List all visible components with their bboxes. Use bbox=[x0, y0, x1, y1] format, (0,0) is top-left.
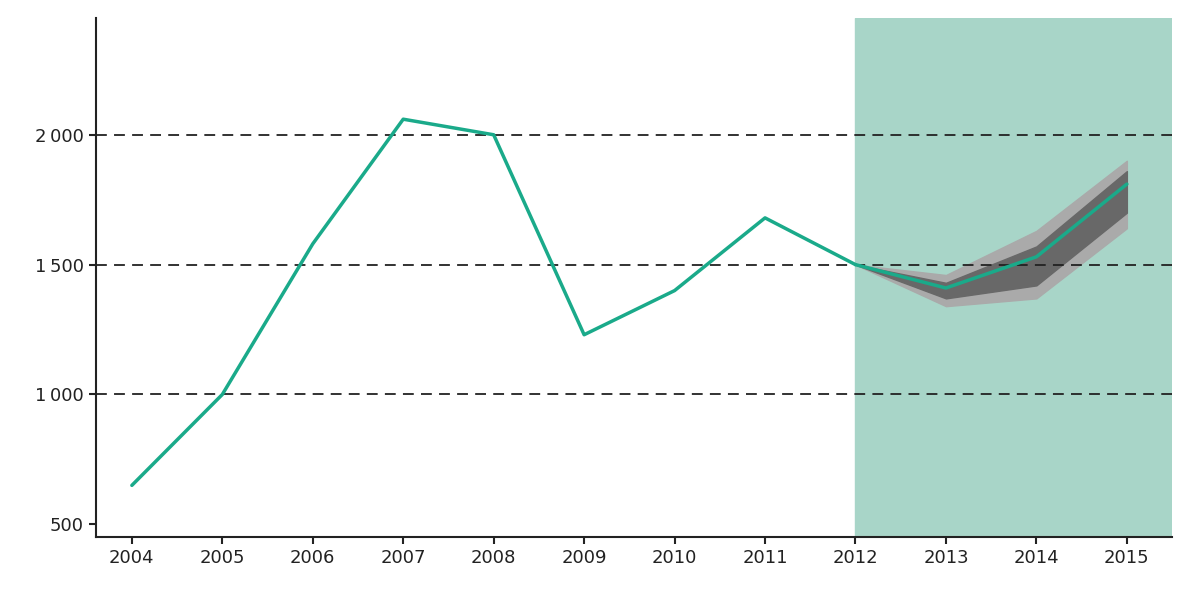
Bar bbox=[855, 18, 1172, 537]
